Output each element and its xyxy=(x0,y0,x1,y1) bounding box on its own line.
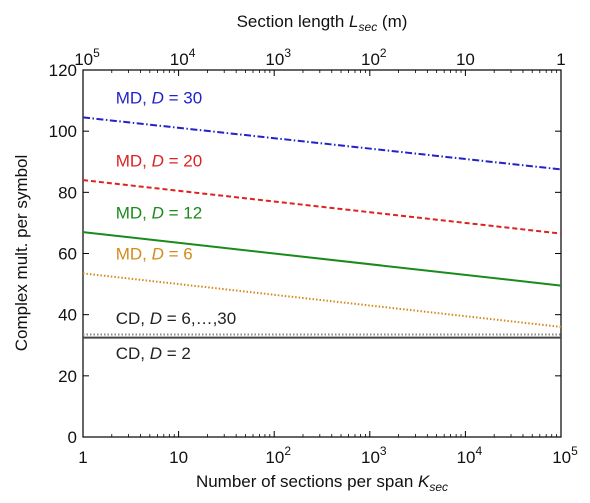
top-x-axis-label: Section length Lsec (m) xyxy=(237,12,408,34)
series-label-1: MD, D = 20 xyxy=(116,151,202,170)
series-line-0 xyxy=(82,116,562,171)
series-label-2: MD, D = 12 xyxy=(116,203,202,222)
series-layer xyxy=(82,116,562,339)
series-line-2 xyxy=(82,231,562,287)
x-tick-label-5: 105 xyxy=(552,444,578,467)
y-tick-label-2: 40 xyxy=(58,306,77,325)
y-tick-label-0: 0 xyxy=(68,428,77,447)
series-label-4: CD, D = 6,…,30 xyxy=(116,309,236,328)
y-tick-label-4: 80 xyxy=(58,183,77,202)
plot-area xyxy=(82,69,562,438)
series-label-layer: MD, D = 30 MD, D = 20 MD, D = 12 MD, D = 6 C… xyxy=(116,89,236,363)
x2-tick-label-3: 102 xyxy=(361,46,387,69)
x2-tick-label-1: 104 xyxy=(170,46,196,69)
y-tick-label-1: 20 xyxy=(58,367,77,386)
x2-tick-label-5: 1 xyxy=(556,50,565,69)
top-x-axis-ticks: 105 104 103 102 10 1 xyxy=(74,46,566,76)
y-tick-label-6: 120 xyxy=(49,61,77,80)
x-tick-label-1: 10 xyxy=(169,448,188,467)
x2-tick-label-0: 105 xyxy=(74,46,100,69)
y-tick-label-5: 100 xyxy=(49,122,77,141)
series-label-0: MD, D = 30 xyxy=(116,89,202,108)
series-label-3: MD, D = 6 xyxy=(116,245,193,264)
y-axis-label: Complex mult. per symbol xyxy=(12,155,31,352)
x-axis-ticks: 1 10 102 103 104 105 xyxy=(78,70,578,467)
x-tick-label-0: 1 xyxy=(78,448,87,467)
series-line-1 xyxy=(82,179,562,235)
x-tick-label-2: 102 xyxy=(265,444,291,467)
series-label-5: CD, D = 2 xyxy=(116,344,191,363)
x2-tick-label-2: 103 xyxy=(265,46,291,69)
x-tick-label-4: 104 xyxy=(457,444,483,467)
y-tick-label-3: 60 xyxy=(58,245,77,264)
y-axis-ticks: 0 20 40 60 80 100 120 xyxy=(49,61,561,447)
x-tick-label-3: 103 xyxy=(361,444,387,467)
x-axis-label: Number of sections per span Ksec xyxy=(196,472,448,494)
x2-tick-label-4: 10 xyxy=(456,50,475,69)
